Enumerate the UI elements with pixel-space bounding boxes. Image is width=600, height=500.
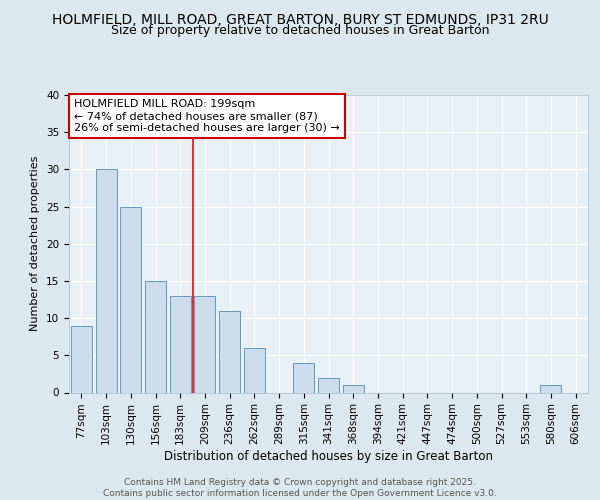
Bar (244, 348, 265, 393)
Bar (145, 281, 166, 392)
Bar (71, 326, 92, 392)
Text: Size of property relative to detached houses in Great Barton: Size of property relative to detached ho… (111, 24, 489, 37)
Bar (343, 385, 364, 392)
Bar (318, 378, 339, 392)
Bar (95, 170, 116, 392)
Y-axis label: Number of detached properties: Number of detached properties (31, 156, 40, 332)
Bar (120, 206, 141, 392)
Bar (194, 296, 215, 392)
X-axis label: Distribution of detached houses by size in Great Barton: Distribution of detached houses by size … (164, 450, 493, 463)
Text: HOLMFIELD MILL ROAD: 199sqm
← 74% of detached houses are smaller (87)
26% of sem: HOLMFIELD MILL ROAD: 199sqm ← 74% of det… (74, 100, 340, 132)
Bar (170, 296, 191, 392)
Text: Contains HM Land Registry data © Crown copyright and database right 2025.
Contai: Contains HM Land Registry data © Crown c… (103, 478, 497, 498)
Bar (293, 363, 314, 392)
Text: HOLMFIELD, MILL ROAD, GREAT BARTON, BURY ST EDMUNDS, IP31 2RU: HOLMFIELD, MILL ROAD, GREAT BARTON, BURY… (52, 12, 548, 26)
Bar (541, 385, 562, 392)
Bar (219, 310, 240, 392)
